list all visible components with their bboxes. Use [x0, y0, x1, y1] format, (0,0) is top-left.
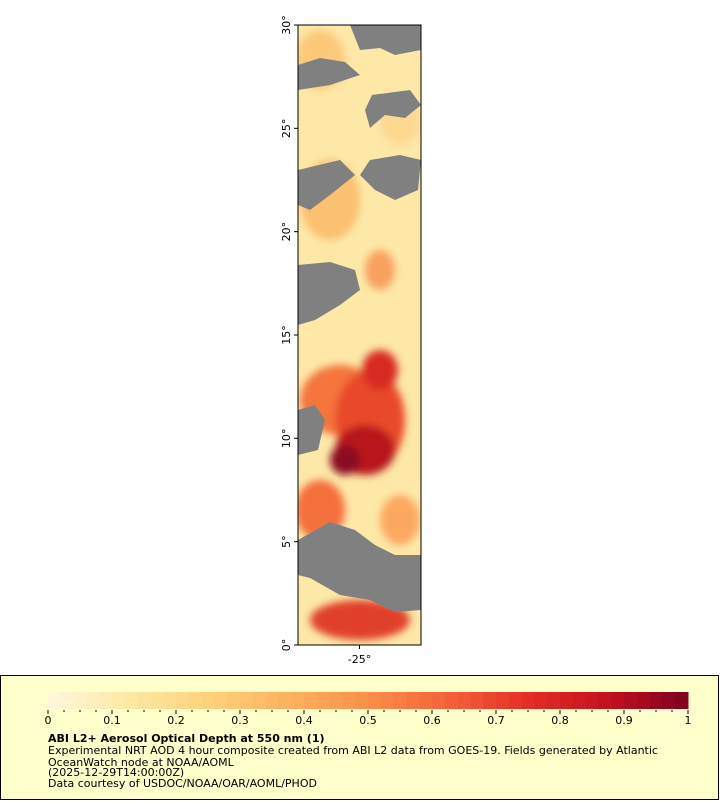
- colorbar-cell: [227, 692, 241, 709]
- colorbar-cell: [291, 692, 305, 709]
- colorbar-tick-label: 0.4: [295, 714, 313, 727]
- colorbar-cell: [137, 692, 151, 709]
- colorbar-cell: [150, 692, 164, 709]
- colorbar-cell: [496, 692, 510, 709]
- colorbar-cell: [252, 692, 267, 709]
- colorbar-cell: [470, 692, 484, 709]
- colorbar-cell: [86, 692, 100, 709]
- colorbar-cell: [73, 692, 87, 709]
- colorbar-tick-label: 0.2: [167, 714, 185, 727]
- y-tick-label: 25°: [280, 119, 293, 139]
- colorbar-tick-label: 0.9: [615, 714, 633, 727]
- colorbar-cell: [406, 692, 420, 709]
- colorbar-tick-label: 0.1: [103, 714, 121, 727]
- colorbar-cell: [188, 692, 203, 709]
- y-tick-label: 0°: [280, 639, 293, 652]
- colorbar-cell: [48, 692, 62, 709]
- colorbar-cell: [662, 692, 676, 709]
- y-tick-label: 5°: [280, 535, 293, 548]
- colorbar-cell: [304, 692, 318, 709]
- y-tick-label: 20°: [280, 222, 293, 242]
- colorbar-cell: [176, 692, 190, 709]
- y-tick-label: 10°: [280, 429, 293, 449]
- colorbar-cell: [112, 692, 126, 709]
- colorbar-cell: [585, 692, 599, 709]
- caption-line: OceanWatch node at NOAA/AOML: [48, 756, 235, 769]
- colorbar-cell: [124, 692, 139, 709]
- colorbar-cell: [201, 692, 215, 709]
- colorbar-cell: [265, 692, 279, 709]
- colorbar-cell: [636, 692, 651, 709]
- caption-line: Experimental NRT AOD 4 hour composite cr…: [48, 744, 658, 757]
- colorbar-cell: [611, 692, 625, 709]
- colorbar-cell: [483, 692, 497, 709]
- colorbar-cell: [457, 692, 471, 709]
- colorbar-cell: [316, 692, 331, 709]
- colorbar-cell: [598, 692, 612, 709]
- colorbar-cell: [675, 692, 689, 709]
- colorbar-cell: [534, 692, 548, 709]
- colorbar-cell: [624, 692, 638, 709]
- colorbar-cell: [99, 692, 113, 709]
- colorbar-tick-label: 0.5: [359, 714, 377, 727]
- colorbar-cell: [329, 692, 343, 709]
- x-tick-label: -25°: [348, 653, 371, 666]
- y-tick-label: 15°: [280, 325, 293, 345]
- colorbar-tick-label: 0.8: [551, 714, 569, 727]
- colorbar-tick-label: 0.3: [231, 714, 249, 727]
- aod-image: [298, 25, 421, 645]
- colorbar-cell: [240, 692, 254, 709]
- colorbar-cell: [163, 692, 177, 709]
- legend-title: ABI L2+ Aerosol Optical Depth at 550 nm …: [48, 732, 325, 745]
- caption-line: Data courtesy of USDOC/NOAA/OAR/AOML/PHO…: [48, 777, 317, 790]
- caption-line: (2025-12-29T14:00:00Z): [48, 766, 184, 779]
- colorbar-cell: [649, 692, 663, 709]
- y-tick-label: 30°: [280, 15, 293, 35]
- colorbar-cell: [444, 692, 459, 709]
- colorbar-cell: [355, 692, 369, 709]
- colorbar-cell: [278, 692, 292, 709]
- colorbar-cell: [60, 692, 75, 709]
- colorbar-cell: [214, 692, 228, 709]
- colorbar-cell: [508, 692, 523, 709]
- colorbar-tick-label: 0: [45, 714, 52, 727]
- colorbar-cell: [368, 692, 382, 709]
- colorbar-cell: [393, 692, 407, 709]
- colorbar-cell: [572, 692, 587, 709]
- colorbar-tick-label: 0.6: [423, 714, 441, 727]
- colorbar-cell: [342, 692, 356, 709]
- colorbar-cell: [560, 692, 574, 709]
- colorbar-cell: [432, 692, 446, 709]
- colorbar-cell: [521, 692, 535, 709]
- colorbar-tick-label: 0.7: [487, 714, 505, 727]
- colorbar-cell: [547, 692, 561, 709]
- colorbar-cell: [419, 692, 433, 709]
- colorbar-tick-label: 1: [685, 714, 692, 727]
- colorbar-cell: [380, 692, 395, 709]
